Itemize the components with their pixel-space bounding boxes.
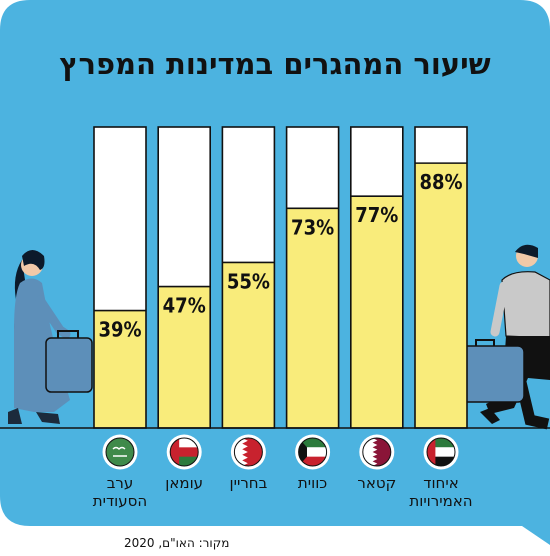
value-label: 39% <box>98 318 141 342</box>
category-label: כווית <box>298 474 327 492</box>
value-label: 88% <box>419 170 462 194</box>
value-label: 47% <box>163 294 206 318</box>
bahrain-flag-icon <box>230 434 266 470</box>
bar <box>94 310 146 428</box>
category-label: איחוד האמירויות <box>409 474 472 510</box>
bar <box>415 163 467 428</box>
value-label: 73% <box>291 215 334 239</box>
qatar-flag-icon <box>359 434 395 470</box>
bar <box>286 208 339 428</box>
oman-flag-icon <box>166 434 202 470</box>
category-label: ערב הסעודית <box>93 474 147 510</box>
chart-title: שיעור המהגרים במדינות המפרץ <box>59 47 490 81</box>
source-note: מקור: האו"ם, 2020 <box>124 536 229 550</box>
saudi-arabia-flag-icon <box>102 434 138 470</box>
bar <box>158 286 211 428</box>
category-label: קטאר <box>357 474 396 492</box>
bar <box>350 196 403 428</box>
category-label: עומאן <box>165 474 203 492</box>
uae-flag-icon <box>423 434 459 470</box>
value-label: 77% <box>355 203 398 227</box>
woman-with-suitcase-illustration <box>8 250 93 424</box>
category-label: בחריין <box>230 474 268 492</box>
bar <box>222 262 275 428</box>
value-label: 55% <box>227 269 270 293</box>
kuwait-flag-icon <box>295 434 331 470</box>
